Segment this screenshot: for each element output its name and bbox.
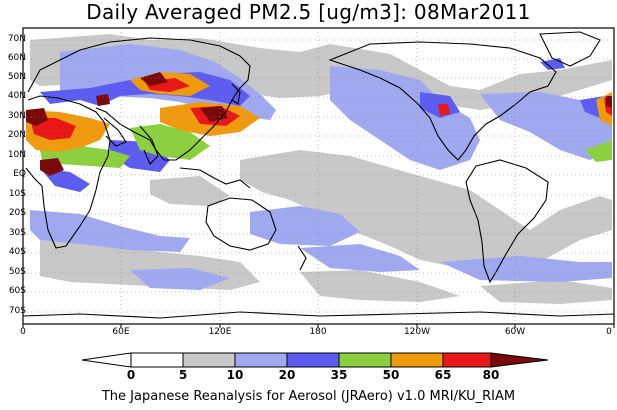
colorbar-tick: 5: [178, 368, 188, 382]
south-america-outline: [465, 159, 549, 284]
lon-label: 120E: [208, 327, 232, 337]
lat-label: 20S: [8, 208, 26, 218]
lon-label: 0: [606, 327, 612, 337]
lon-label: 120W: [403, 327, 431, 337]
lat-label: 30S: [8, 228, 26, 238]
lat-label: 60S: [8, 286, 26, 296]
colorbar-tick: 80: [482, 368, 500, 382]
lat-label: 40S: [8, 247, 26, 257]
colorbar-tick: 35: [330, 368, 348, 382]
concentration-35-50: [40, 124, 612, 168]
colorbar-tick: 50: [382, 368, 400, 382]
footer-credit: The Japanese Reanalysis for Aerosol (JRA…: [101, 389, 516, 404]
colorbar-tick: 10: [226, 368, 244, 382]
lat-label: 70N: [7, 34, 26, 44]
africa-outline: [25, 95, 111, 249]
lat-label: 30N: [7, 111, 26, 121]
gridlines: [23, 28, 614, 324]
lat-label: 10S: [8, 189, 26, 199]
colorbar-tick: 65: [434, 368, 452, 382]
north-america-outline: [328, 41, 557, 161]
lon-label: 60W: [504, 327, 526, 337]
lat-label: EQ: [13, 169, 26, 179]
plot-area: [22, 27, 615, 328]
lon-label: 0: [20, 327, 26, 337]
australia-outline: [205, 197, 277, 251]
lat-label: 70S: [8, 306, 26, 316]
map-title: Daily Averaged PM2.5 [ug/m3]: 08Mar2011: [86, 0, 531, 24]
colorbar: [81, 352, 549, 368]
lon-label: 60E: [112, 327, 130, 337]
lat-label: 40N: [7, 91, 26, 101]
colorbar-tick: 20: [278, 368, 296, 382]
coastlines: [22, 31, 615, 319]
japan-outline: [231, 83, 241, 105]
lat-label: 20N: [7, 130, 26, 140]
antarctica-outline: [22, 311, 615, 319]
lat-label: 60N: [7, 53, 26, 63]
colorbar-tick: 0: [126, 368, 136, 382]
lat-label: 10N: [7, 150, 26, 160]
greenland-outline: [539, 31, 601, 67]
lon-label: 180: [309, 327, 327, 337]
lat-label: 50N: [7, 72, 26, 82]
lat-label: 50S: [8, 267, 26, 277]
